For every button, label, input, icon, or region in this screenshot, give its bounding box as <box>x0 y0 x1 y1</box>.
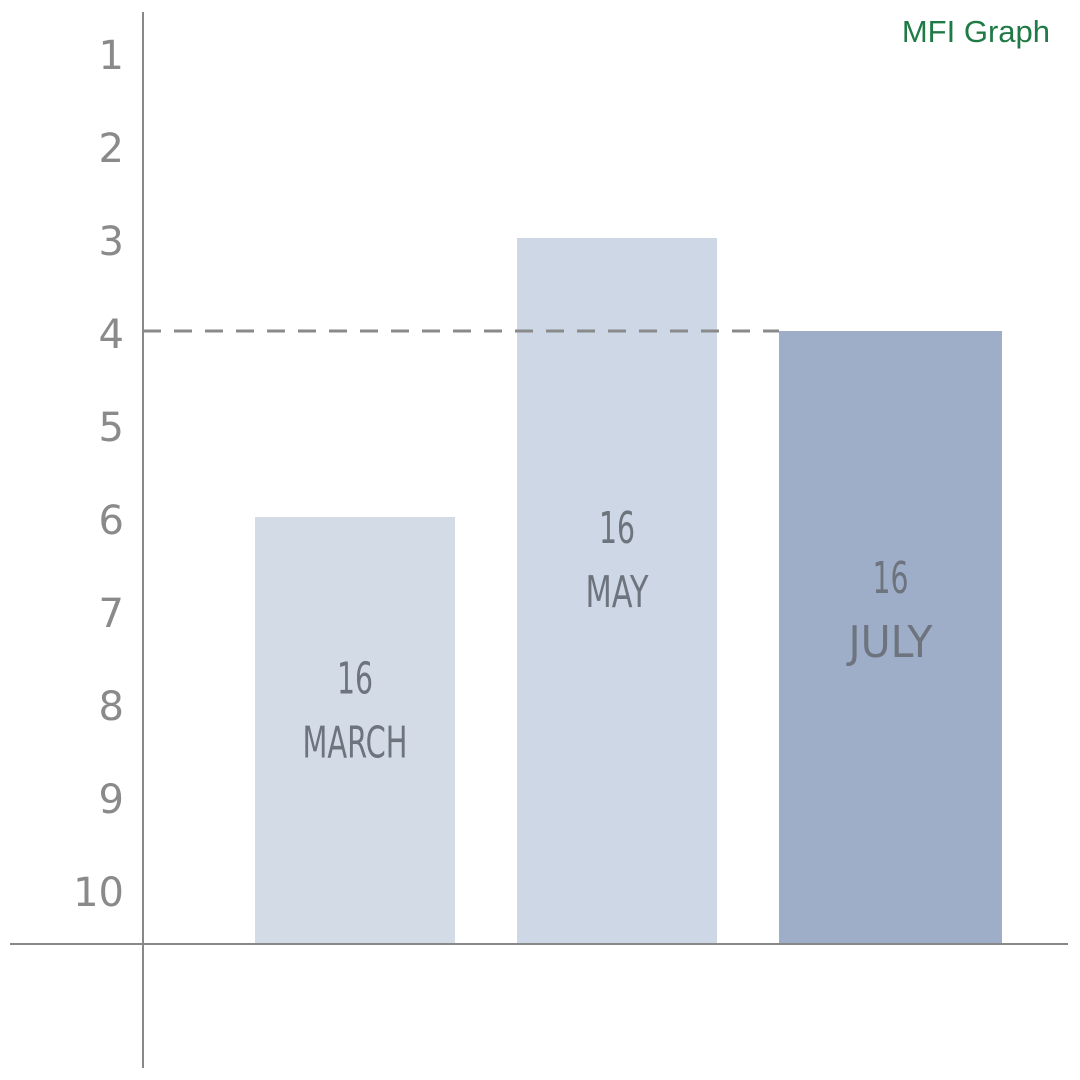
y-tick-label: 5 <box>99 405 124 451</box>
y-tick-label: 7 <box>99 591 124 637</box>
y-tick-label: 10 <box>73 870 124 916</box>
y-tick-label: 8 <box>99 684 124 730</box>
bar-labels: 16 MARCH 16 MAY 16 JULY <box>303 503 934 769</box>
bar-day-label: 16 <box>873 553 909 604</box>
y-tick-label: 6 <box>99 498 124 544</box>
bar-july <box>779 331 1002 944</box>
bar-day-label: 16 <box>599 503 635 554</box>
bar-march <box>255 517 455 944</box>
y-tick-label: 9 <box>99 777 124 823</box>
y-tick-label: 3 <box>99 219 124 265</box>
bar-month-label: MAY <box>586 567 650 618</box>
bars <box>255 238 1002 944</box>
y-axis-ticks: 1 2 3 4 5 6 7 8 9 10 <box>73 33 124 916</box>
y-tick-label: 2 <box>99 126 124 172</box>
bar-day-label: 16 <box>337 653 373 704</box>
bar-month-label: JULY <box>845 617 933 668</box>
bar-month-label: MARCH <box>303 717 408 768</box>
y-tick-label: 4 <box>99 312 124 358</box>
y-tick-label: 1 <box>99 33 124 79</box>
bar-may <box>517 238 717 944</box>
chart-title: MFI Graph <box>901 14 1050 49</box>
